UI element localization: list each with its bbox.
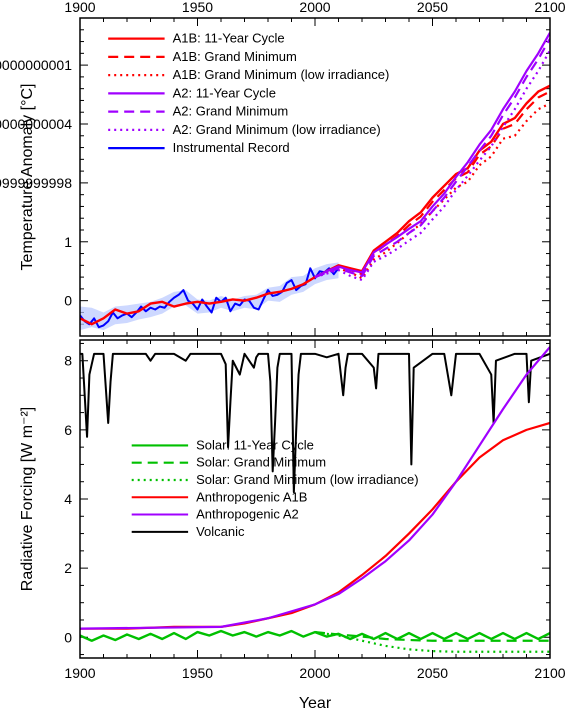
legend-item-label: Solar: 11-Year Cycle bbox=[196, 437, 314, 452]
svg-text:0: 0 bbox=[64, 629, 72, 645]
legend-item-label: A1B: Grand Minimum bbox=[173, 49, 297, 64]
svg-text:2000: 2000 bbox=[299, 665, 330, 681]
svg-text:3.0000000000000004: 3.0000000000000004 bbox=[0, 116, 72, 132]
legend-item-label: Volcanic bbox=[196, 524, 245, 539]
svg-text:2000: 2000 bbox=[299, 0, 330, 15]
legend-item-label: A1B: 11-Year Cycle bbox=[173, 31, 285, 46]
svg-text:2100: 2100 bbox=[534, 0, 565, 15]
svg-text:1.9999999999999998: 1.9999999999999998 bbox=[0, 175, 72, 191]
svg-text:1950: 1950 bbox=[182, 0, 213, 15]
climate-forcing-figure: 1900190019501950200020002050205021002100… bbox=[0, 0, 570, 726]
temperature-panel-ylabel: Temperature Anomaly [°C] bbox=[19, 84, 36, 271]
x-axis-label: Year bbox=[299, 695, 332, 712]
legend-item-label: A2: Grand Minimum bbox=[173, 104, 289, 119]
svg-text:2050: 2050 bbox=[417, 0, 448, 15]
svg-text:1: 1 bbox=[64, 234, 72, 250]
svg-text:2050: 2050 bbox=[417, 665, 448, 681]
svg-text:2100: 2100 bbox=[534, 665, 565, 681]
temperature-panel: 0 1 1.9999999999999998 3.0000000000000004 4.… bbox=[0, 18, 550, 336]
svg-text:4: 4 bbox=[64, 491, 72, 507]
legend-item-label: A1B: Grand Minimum (low irradiance) bbox=[173, 67, 390, 82]
svg-text:6: 6 bbox=[64, 422, 72, 438]
legend-item-label: A2: 11-Year Cycle bbox=[173, 85, 276, 100]
svg-text:1900: 1900 bbox=[64, 665, 95, 681]
legend-item-label: Instrumental Record bbox=[173, 140, 290, 155]
svg-text:8: 8 bbox=[64, 353, 72, 369]
svg-text:1950: 1950 bbox=[182, 665, 213, 681]
legend-item-label: Solar: Grand Minimum bbox=[196, 455, 326, 470]
svg-text:1900: 1900 bbox=[64, 0, 95, 15]
legend-item-label: A2: Grand Minimum (low irradiance) bbox=[173, 122, 381, 137]
temperature-panel-legend: A1B: 11-Year Cycle A1B: Grand Minimum A1B:… bbox=[108, 31, 389, 156]
svg-text:2: 2 bbox=[64, 560, 72, 576]
forcing-panel-legend: Solar: 11-Year Cycle Solar: Grand Minimum… bbox=[132, 437, 419, 538]
svg-text:4.000000000000001: 4.000000000000001 bbox=[0, 57, 72, 73]
legend-item-label: Anthropogenic A2 bbox=[196, 507, 299, 522]
svg-text:0: 0 bbox=[64, 293, 72, 309]
legend-item-label: Anthropogenic A1B bbox=[196, 489, 307, 504]
forcing-panel-ylabel: Radiative Forcing [W m⁻²] bbox=[19, 407, 36, 591]
series-anth_a2 bbox=[80, 347, 550, 629]
series-a2_grandmin_low bbox=[315, 50, 550, 280]
series-instrumental_band bbox=[80, 262, 339, 330]
legend-item-label: Solar: Grand Minimum (low irradiance) bbox=[196, 472, 419, 487]
forcing-panel: 0 2 4 6 8 Radiative Forcing [W m⁻²] Solar: 11-… bbox=[19, 340, 550, 658]
